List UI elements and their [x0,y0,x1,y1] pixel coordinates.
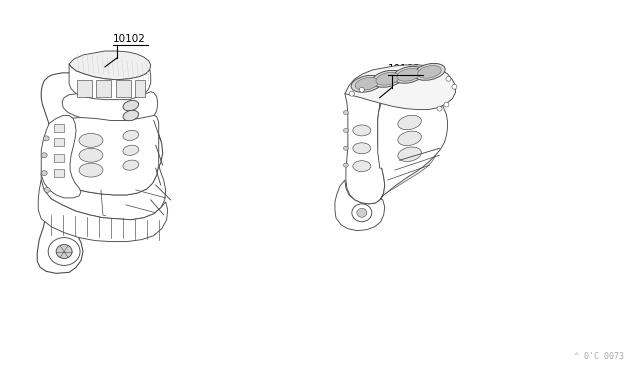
Ellipse shape [352,204,372,222]
Ellipse shape [349,91,355,96]
Ellipse shape [355,77,378,90]
Ellipse shape [123,100,139,111]
Polygon shape [77,80,92,97]
Polygon shape [62,92,157,125]
Ellipse shape [376,73,399,85]
Ellipse shape [398,131,421,145]
Polygon shape [381,125,438,196]
Polygon shape [38,180,168,241]
Ellipse shape [344,163,348,167]
Ellipse shape [344,146,348,150]
Polygon shape [54,169,64,177]
Polygon shape [135,80,145,97]
Ellipse shape [344,128,348,132]
Ellipse shape [41,153,47,158]
Ellipse shape [44,136,49,141]
Ellipse shape [48,238,80,265]
Ellipse shape [446,76,451,81]
Ellipse shape [344,110,348,115]
Polygon shape [69,64,151,100]
Text: ^ 0'C 0073: ^ 0'C 0073 [573,352,623,361]
Ellipse shape [398,115,421,130]
Ellipse shape [414,63,445,80]
Ellipse shape [123,145,139,155]
Ellipse shape [79,163,103,177]
Polygon shape [54,154,64,162]
Ellipse shape [398,147,421,161]
Polygon shape [116,80,131,97]
Ellipse shape [372,70,403,87]
Ellipse shape [123,110,139,121]
Ellipse shape [351,75,383,92]
Polygon shape [54,125,64,132]
Text: 10102: 10102 [113,34,146,44]
Ellipse shape [357,208,367,217]
Polygon shape [96,80,111,97]
Ellipse shape [41,171,47,176]
Polygon shape [49,116,159,195]
Ellipse shape [79,148,103,162]
Polygon shape [41,116,81,198]
Polygon shape [345,92,385,204]
Ellipse shape [353,125,371,136]
Ellipse shape [437,106,442,111]
Polygon shape [335,180,385,231]
Text: 10103: 10103 [388,64,420,74]
Ellipse shape [444,102,449,107]
Ellipse shape [418,65,441,78]
Polygon shape [345,65,456,110]
Ellipse shape [452,84,457,89]
Ellipse shape [79,134,103,147]
Polygon shape [54,138,64,146]
Polygon shape [41,158,166,220]
Ellipse shape [393,66,424,83]
Ellipse shape [56,244,72,259]
Ellipse shape [359,87,364,92]
Ellipse shape [353,161,371,171]
Polygon shape [378,87,447,199]
Ellipse shape [123,130,139,141]
Ellipse shape [44,187,50,192]
Ellipse shape [353,143,371,154]
Ellipse shape [123,160,139,170]
Polygon shape [37,62,163,273]
Ellipse shape [397,68,420,81]
Polygon shape [69,51,151,80]
